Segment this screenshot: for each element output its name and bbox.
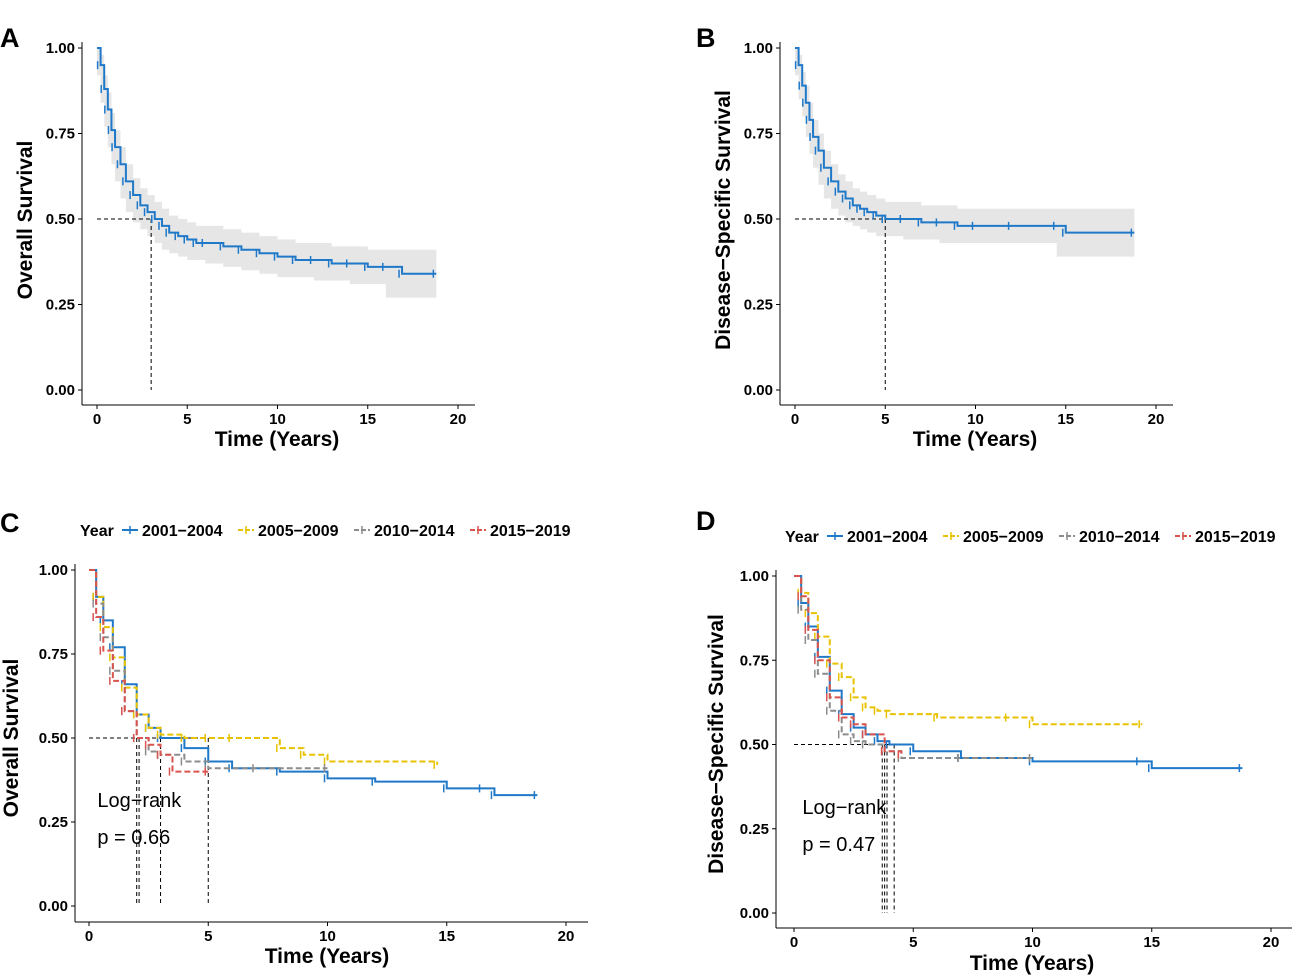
y-tick-label: 0.25 — [740, 821, 769, 838]
y-tick-label: 0.25 — [39, 814, 68, 831]
x-tick-label: 10 — [967, 411, 984, 428]
y-tick-label: 0.25 — [46, 297, 75, 314]
ci-band — [795, 48, 1135, 257]
survival-curve — [89, 569, 439, 765]
x-tick-label: 0 — [791, 411, 799, 428]
panel-label: C — [0, 508, 20, 538]
legend-entry-2010-2014: 2010−2014 — [374, 523, 455, 540]
y-tick-label: 0.00 — [46, 382, 75, 399]
y-axis-title: Disease−Specific Survival — [712, 90, 735, 350]
p-value-label: p = 0.66 — [97, 827, 170, 849]
x-tick-label: 0 — [85, 928, 93, 945]
x-tick-label: 15 — [438, 928, 455, 945]
legend-entry-2005-2009: 2005−2009 — [258, 523, 339, 540]
series-2005-2009 — [794, 575, 1143, 729]
survival-curve — [97, 47, 437, 275]
legend-title: Year — [785, 529, 819, 546]
x-tick-label: 5 — [204, 928, 212, 945]
y-tick-label: 0.25 — [744, 297, 773, 314]
legend-entry-2001-2004: 2001−2004 — [847, 529, 928, 546]
y-tick-label: 0.75 — [740, 652, 769, 669]
x-axis-title: Time (Years) — [970, 952, 1095, 975]
legend: Year 2001−2004 2005−2009 2010−2014 2015−2019 — [80, 523, 571, 540]
legend-entry-2005-2009: 2005−2009 — [963, 529, 1044, 546]
x-tick-label: 10 — [269, 411, 286, 428]
x-tick-label: 5 — [881, 411, 889, 428]
legend-entry-2001-2004: 2001−2004 — [142, 523, 223, 540]
x-tick-label: 20 — [1263, 934, 1280, 951]
p-value-label: p = 0.47 — [802, 834, 875, 856]
y-tick-label: 0.50 — [740, 737, 769, 754]
y-tick-label: 0.00 — [740, 905, 769, 922]
y-tick-label: 0.75 — [46, 126, 75, 143]
panel-b: B 0.00 0.25 0.50 0.75 1.00 0 5 10 15 20 Time (Years… — [696, 23, 1173, 451]
x-tick-label: 10 — [319, 928, 336, 945]
x-axis-title: Time (Years) — [913, 428, 1038, 451]
series-2005-2009 — [89, 569, 439, 769]
logrank-label: Log−rank — [97, 790, 182, 812]
x-tick-label: 20 — [558, 928, 575, 945]
panel-label: D — [696, 506, 716, 536]
series-2001-2004 — [794, 47, 1135, 237]
panel-label: B — [696, 23, 716, 53]
series-2001-2004 — [794, 575, 1243, 773]
y-tick-label: 1.00 — [46, 40, 75, 57]
panel-c: C 0.00 0.25 0.50 0.75 1.00 0 5 10 15 20 Time (Years… — [0, 508, 588, 968]
y-tick-label: 0.75 — [39, 646, 68, 663]
y-tick-label: 0.50 — [46, 211, 75, 228]
x-tick-label: 5 — [183, 411, 191, 428]
legend-title: Year — [80, 523, 114, 540]
y-tick-label: 0.50 — [39, 730, 68, 747]
series-2015-2019 — [794, 575, 903, 759]
x-tick-label: 20 — [450, 411, 467, 428]
legend: Year 2001−2004 2005−2009 2010−2014 2015−2019 — [785, 529, 1276, 546]
legend-entry-2015-2019: 2015−2019 — [1195, 529, 1276, 546]
x-tick-label: 15 — [1143, 934, 1160, 951]
x-tick-label: 10 — [1024, 934, 1041, 951]
legend-entry-2010-2014: 2010−2014 — [1079, 529, 1160, 546]
survival-curve — [89, 569, 328, 770]
x-tick-label: 0 — [790, 934, 798, 951]
legend-entry-2015-2019: 2015−2019 — [490, 523, 571, 540]
series-2001-2004 — [96, 47, 437, 278]
y-tick-label: 1.00 — [39, 562, 68, 579]
x-tick-label: 20 — [1148, 411, 1165, 428]
y-tick-label: 1.00 — [740, 568, 769, 585]
y-tick-label: 0.75 — [744, 126, 773, 143]
y-axis-title: Disease−Specific Survival — [705, 614, 728, 874]
survival-curve — [794, 575, 1143, 726]
panel-a: A 0.00 0.25 0.50 0.75 1.00 0 5 10 15 20 Time (Years… — [0, 23, 475, 451]
series-2001-2004 — [89, 569, 538, 800]
series-2015-2019 — [89, 569, 209, 776]
y-tick-label: 0.50 — [744, 211, 773, 228]
y-tick-label: 0.00 — [39, 898, 68, 915]
x-axis-title: Time (Years) — [215, 428, 340, 451]
survival-curve — [795, 47, 1135, 234]
survival-curve — [794, 575, 1243, 770]
y-tick-label: 1.00 — [744, 40, 773, 57]
x-axis-title: Time (Years) — [265, 945, 390, 968]
logrank-label: Log−rank — [802, 797, 887, 819]
survival-curve — [794, 575, 903, 755]
x-tick-label: 0 — [93, 411, 101, 428]
y-axis-title: Overall Survival — [0, 659, 23, 818]
y-axis-title: Overall Survival — [14, 141, 37, 300]
ci-band — [97, 48, 437, 298]
panel-d: D 0.00 0.25 0.50 0.75 1.00 0 5 10 15 20 Time (Years… — [696, 506, 1292, 975]
panel-label: A — [0, 23, 20, 53]
survival-curve — [89, 569, 209, 773]
x-tick-label: 5 — [909, 934, 917, 951]
x-tick-label: 15 — [359, 411, 376, 428]
survival-curve — [89, 569, 538, 797]
y-tick-label: 0.00 — [744, 382, 773, 399]
x-tick-label: 15 — [1057, 411, 1074, 428]
